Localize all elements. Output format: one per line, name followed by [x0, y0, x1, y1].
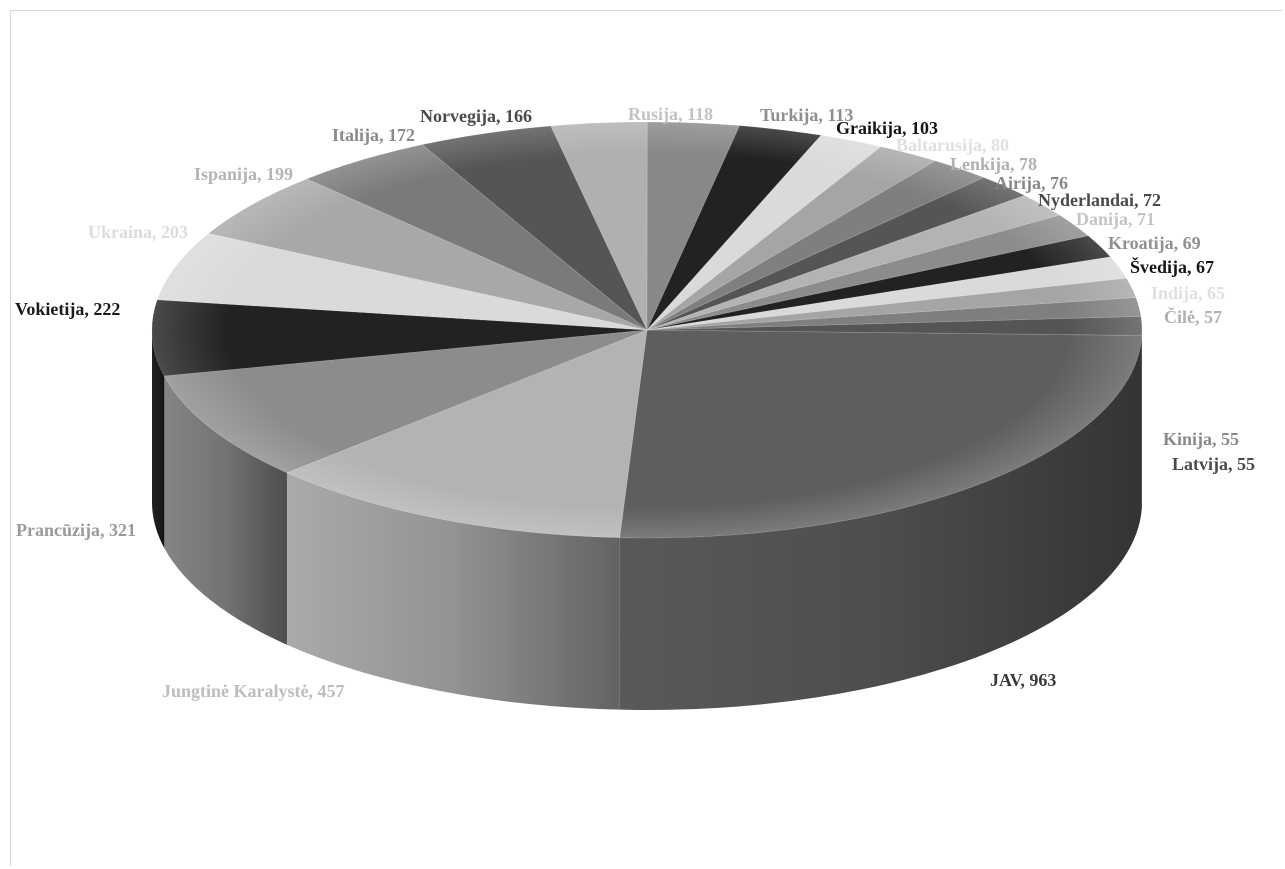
data-label-17: Švedija, 67	[1130, 256, 1214, 277]
data-label-8: Rusija, 118	[628, 104, 713, 124]
data-label-21: Latvija, 55	[1172, 454, 1255, 474]
data-label-0: JAV, 963	[990, 670, 1056, 690]
data-label-20: Kinija, 55	[1163, 429, 1239, 449]
data-label-2: Prancūzija, 321	[16, 520, 136, 540]
data-label-16: Kroatija, 69	[1108, 233, 1201, 253]
pie-side-shade-1	[286, 472, 620, 710]
pie-top	[151, 121, 1143, 539]
data-label-11: Baltarusija, 80	[896, 135, 1009, 155]
data-label-4: Ukraina, 203	[88, 222, 188, 242]
pie-rim-highlight	[152, 122, 1142, 538]
data-label-3: Vokietija, 222	[15, 299, 120, 319]
data-label-15: Danija, 71	[1076, 209, 1155, 229]
data-label-12: Lenkija, 78	[950, 154, 1037, 174]
data-label-19: Čilė, 57	[1164, 306, 1222, 327]
data-label-6: Italija, 172	[332, 125, 415, 145]
data-label-10: Graikija, 103	[836, 118, 938, 138]
data-label-7: Norvegija, 166	[420, 106, 532, 126]
data-label-1: Jungtinė Karalystė, 457	[162, 681, 345, 701]
pie-sides	[152, 330, 1142, 710]
data-label-9: Turkija, 113	[760, 105, 853, 125]
data-label-18: Indija, 65	[1151, 283, 1225, 303]
pie-side-shade-2	[164, 376, 287, 645]
pie-side-shade-0	[619, 335, 1142, 710]
data-label-5: Ispanija, 199	[194, 164, 293, 184]
data-label-14: Nyderlandai, 72	[1038, 190, 1161, 210]
data-label-13: Airija, 76	[995, 173, 1068, 193]
chart-frame	[10, 10, 1282, 866]
pie-labels: JAV, 963 Jungtinė Karalystė, 457 Prancūzij…	[15, 104, 1255, 701]
pie-side-shade-3	[152, 330, 165, 549]
